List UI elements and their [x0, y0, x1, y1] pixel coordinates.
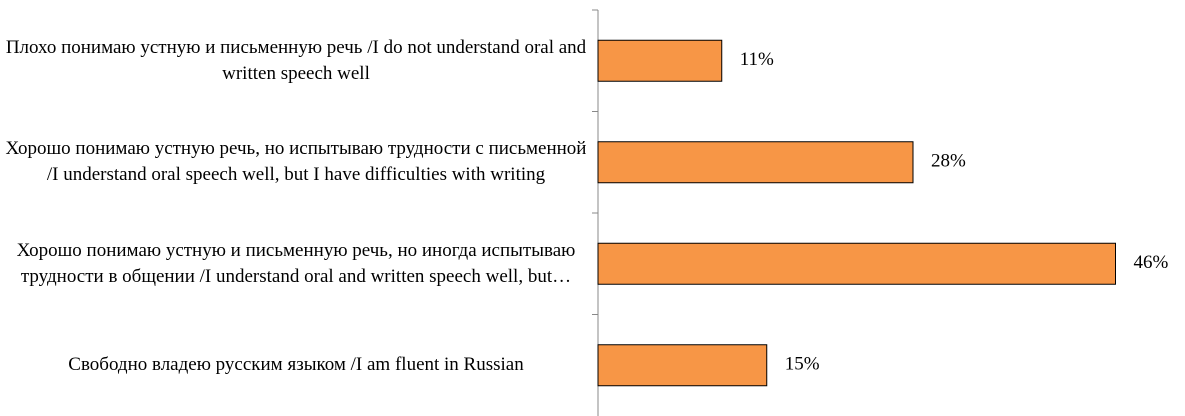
value-label: 15% [785, 354, 820, 375]
category-label: Свободно владею русским языком /I am flu… [68, 354, 524, 376]
bar [597, 141, 914, 184]
bar [597, 242, 1116, 285]
category-label: Плохо понимаю устную и письменную речь /… [5, 36, 587, 84]
value-label: 28% [931, 151, 966, 172]
bar [597, 344, 768, 387]
bar [597, 39, 723, 82]
value-label: 11% [740, 49, 774, 70]
category-label: Хорошо понимаю устную речь, но испытываю… [5, 138, 587, 186]
value-label: 46% [1134, 252, 1169, 273]
category-label: Хорошо понимаю устную и письменную речь,… [16, 239, 576, 287]
